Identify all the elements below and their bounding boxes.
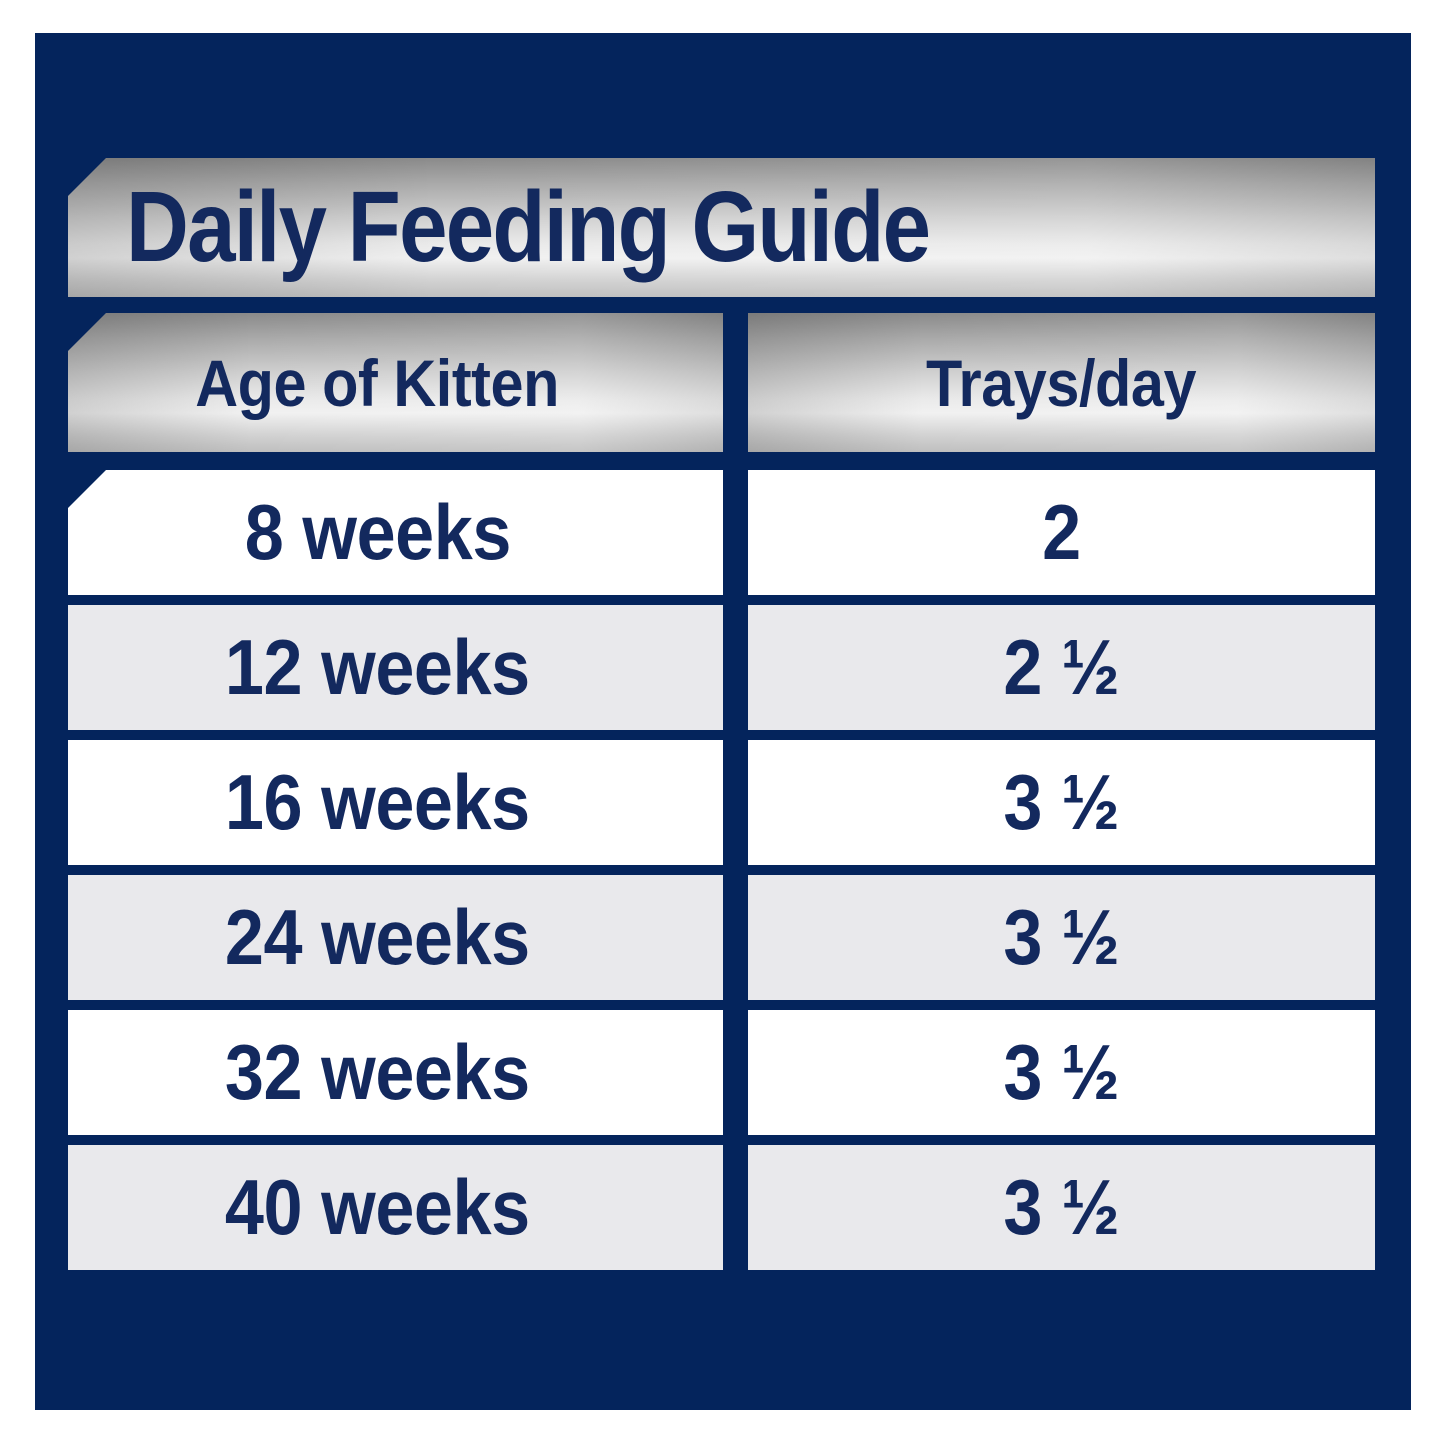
age-cell: 16 weeks [68,740,723,865]
age-cell: 40 weeks [68,1145,723,1270]
age-value: 16 weeks [225,758,530,846]
table-row: 16 weeks 3 ½ [68,740,1375,865]
column-header-age: Age of Kitten [68,313,723,452]
title-banner: Daily Feeding Guide [68,158,1375,297]
trays-cell: 2 [748,470,1375,595]
trays-cell: 3 ½ [748,740,1375,865]
trays-value: 3 ½ [1003,1163,1120,1251]
navy-board: Daily Feeding Guide Age of Kitten Trays/… [35,33,1411,1410]
age-value: 32 weeks [225,1028,530,1116]
trays-value: 2 [1042,488,1081,576]
trays-cell: 3 ½ [748,875,1375,1000]
trays-cell: 2 ½ [748,605,1375,730]
age-cell: 32 weeks [68,1010,723,1135]
age-cell: 8 weeks [68,470,723,595]
table-row: 24 weeks 3 ½ [68,875,1375,1000]
column-header-trays-label: Trays/day [926,345,1197,420]
column-header-trays: Trays/day [748,313,1375,452]
table-row: 8 weeks 2 [68,470,1375,595]
table-row: 12 weeks 2 ½ [68,605,1375,730]
trays-value: 3 ½ [1003,1028,1120,1116]
page-title: Daily Feeding Guide [126,171,931,283]
trays-value: 3 ½ [1003,758,1120,846]
trays-cell: 3 ½ [748,1145,1375,1270]
column-header-age-label: Age of Kitten [195,345,560,420]
age-value: 8 weeks [244,488,511,576]
trays-value: 3 ½ [1003,893,1120,981]
age-value: 40 weeks [225,1163,530,1251]
age-cell: 12 weeks [68,605,723,730]
age-value: 12 weeks [225,623,530,711]
trays-value: 2 ½ [1003,623,1120,711]
table-row: 32 weeks 3 ½ [68,1010,1375,1135]
age-cell: 24 weeks [68,875,723,1000]
age-value: 24 weeks [225,893,530,981]
trays-cell: 3 ½ [748,1010,1375,1135]
table-row: 40 weeks 3 ½ [68,1145,1375,1270]
